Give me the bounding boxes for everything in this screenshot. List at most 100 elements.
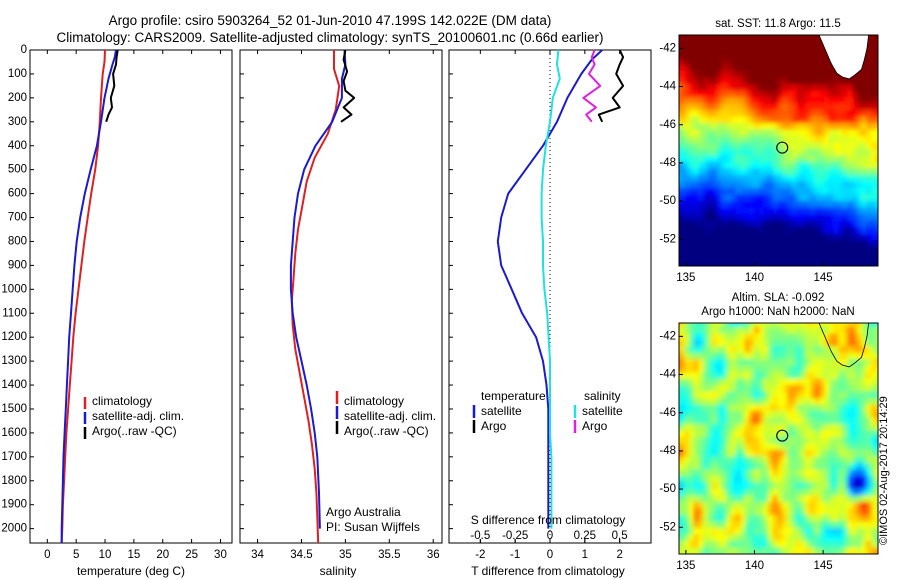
map-cell xyxy=(866,115,872,123)
map-cell xyxy=(791,226,797,234)
map-cell xyxy=(730,180,737,188)
map-cell xyxy=(838,488,844,496)
map-cell xyxy=(758,51,765,59)
map-cell xyxy=(870,180,877,188)
map-cell xyxy=(814,148,821,156)
map-cell xyxy=(866,403,872,411)
map-cell xyxy=(796,475,802,483)
map-cell xyxy=(744,403,751,411)
map-cell xyxy=(796,326,802,334)
legend-salinity-argo: Argo xyxy=(582,419,608,433)
map-cell xyxy=(791,533,797,541)
map-cell xyxy=(693,391,699,399)
map-cell xyxy=(684,200,690,208)
map-cell xyxy=(866,83,872,91)
map-cell xyxy=(688,128,695,136)
map-cell xyxy=(852,167,858,175)
map-cell xyxy=(772,358,779,366)
map-cell xyxy=(824,83,830,91)
map-cell xyxy=(880,495,885,502)
map-cell xyxy=(763,481,769,489)
map-cell xyxy=(702,109,709,117)
map-cell xyxy=(880,200,885,207)
x-tick-label: 25 xyxy=(185,549,198,561)
map-cell xyxy=(688,339,695,347)
map-cell xyxy=(796,468,802,476)
map-cell xyxy=(707,38,713,46)
map-cell xyxy=(786,187,793,195)
map-cell xyxy=(777,378,783,386)
map-cell xyxy=(707,436,713,444)
map-cell xyxy=(800,352,807,360)
map-cell xyxy=(857,25,862,32)
map-cell xyxy=(824,219,830,227)
map-cell xyxy=(800,429,807,437)
map-cell xyxy=(702,533,709,541)
map-cell xyxy=(856,488,863,496)
map-cell xyxy=(796,187,802,195)
map-cell xyxy=(707,514,713,522)
map-cell xyxy=(782,481,788,489)
map-cell xyxy=(702,200,709,208)
map-cell xyxy=(744,481,751,489)
map-cell xyxy=(707,527,713,535)
map-cell xyxy=(838,423,844,431)
sla-heatmap xyxy=(679,323,885,554)
map-cell xyxy=(838,326,844,334)
map-cell xyxy=(824,128,830,136)
map-cell xyxy=(824,90,830,98)
map-cell xyxy=(814,397,821,405)
map-cell xyxy=(814,252,821,260)
map-cell xyxy=(866,358,872,366)
map-cell xyxy=(684,77,690,85)
map-cell xyxy=(708,25,713,32)
map-cell xyxy=(875,83,878,91)
map-cell xyxy=(861,258,867,266)
map-cell xyxy=(688,352,695,360)
map-cell xyxy=(824,148,830,156)
map-cell xyxy=(800,507,807,515)
map-cell xyxy=(880,58,885,65)
map-cell xyxy=(875,371,878,379)
map-cell xyxy=(768,501,774,509)
map-cell xyxy=(712,128,718,136)
map-cell xyxy=(777,128,783,136)
map-cell xyxy=(875,109,878,117)
map-cell xyxy=(684,378,690,386)
map-cell xyxy=(875,475,878,483)
map-cell xyxy=(698,494,704,502)
map-cell xyxy=(838,232,844,240)
map-cell xyxy=(735,468,741,476)
map-cell xyxy=(810,154,816,162)
map-cell xyxy=(726,226,732,234)
map-cell xyxy=(726,378,732,386)
map-cell xyxy=(712,449,718,457)
map-cell xyxy=(730,206,737,214)
map-cell xyxy=(856,135,863,143)
map-cell xyxy=(693,423,699,431)
map-cell xyxy=(758,345,765,353)
map-cell xyxy=(702,187,709,195)
map-cell xyxy=(758,436,765,444)
map-cell xyxy=(875,161,878,169)
map-cell xyxy=(688,546,695,554)
map-cell xyxy=(805,122,811,130)
map-cell xyxy=(772,323,779,327)
map-cell xyxy=(763,51,769,59)
map-cell xyxy=(828,429,835,437)
map-cell xyxy=(763,488,769,496)
map-cell xyxy=(814,520,821,528)
map-cell xyxy=(726,501,732,509)
map-cell xyxy=(870,161,877,169)
map-cell xyxy=(768,410,774,418)
map-cell xyxy=(754,501,760,509)
map-cell xyxy=(805,481,811,489)
map-cell xyxy=(763,326,769,334)
map-cell xyxy=(772,96,779,104)
map-cell xyxy=(730,44,737,52)
map-cell xyxy=(824,378,830,386)
map-cell xyxy=(772,70,779,78)
map-cell xyxy=(828,365,835,373)
map-cell xyxy=(856,358,863,366)
map-cell xyxy=(814,70,821,78)
